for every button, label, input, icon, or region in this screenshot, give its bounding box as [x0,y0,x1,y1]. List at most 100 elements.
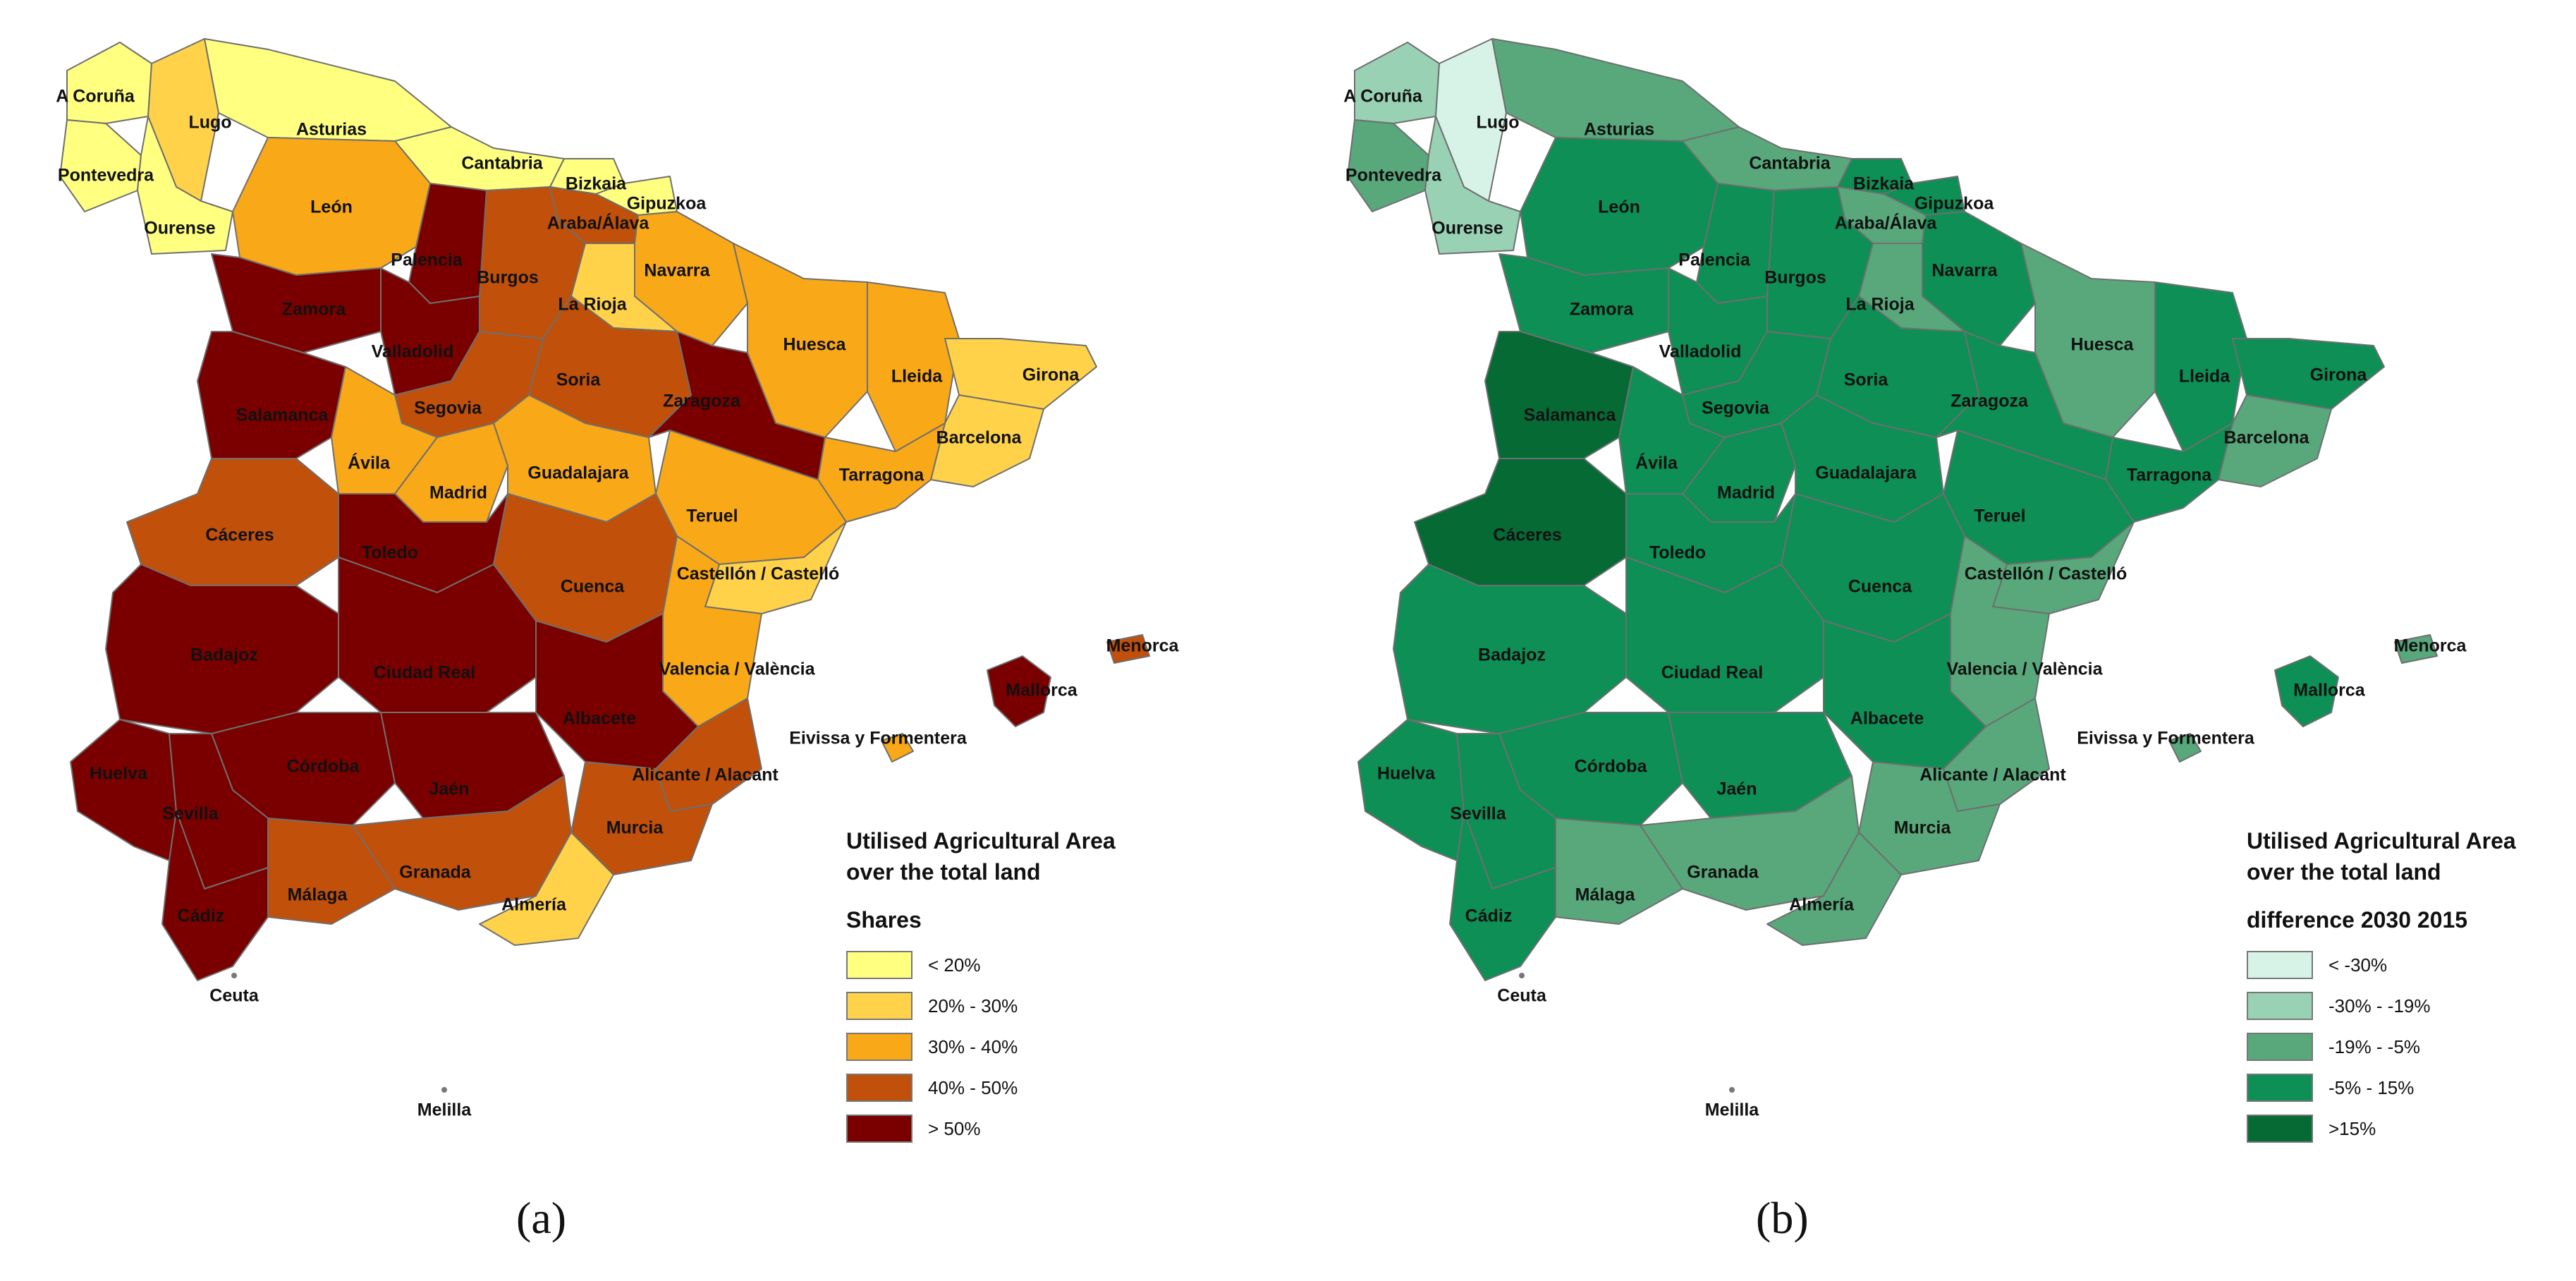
province-label: Girona [2310,365,2368,385]
legend-item: < -30% [2247,945,2516,985]
province-label: Málaga [288,885,348,905]
province-label: Melilla [1705,1100,1760,1120]
legend-item: -5% - 15% [2247,1067,2516,1108]
province-label: Tarragona [839,466,924,485]
legend-b: Utilised Agricultural Area over the tota… [2247,825,2516,1149]
province-label: Cádiz [1465,906,1513,926]
province-label: Valladolid [1659,342,1742,362]
province-label: Ávila [1635,453,1678,473]
province-label: Cantabria [461,154,543,174]
legend-item: -30% - -19% [2247,985,2516,1026]
province-label: Segovia [1702,399,1770,418]
legend-swatch [846,992,912,1020]
province-label: Murcia [606,818,664,838]
province-label: Salamanca [236,406,329,425]
territory-marker [1729,1087,1735,1093]
legend-title-line1: Utilised Agricultural Area [846,828,1116,854]
province-label: Albacete [563,709,636,729]
province-label: Araba/Álava [1835,213,1938,233]
province-c-ceres [126,458,339,586]
legend-swatch [846,1115,912,1143]
legend-swatch [2247,992,2313,1020]
province-label: Araba/Álava [547,213,650,233]
legend-subtitle: Shares [846,907,922,933]
province-label: Eivissa y Formentera [789,729,967,748]
province-label: Alicante / Alacant [1919,765,2066,785]
province-label: Menorca [2394,636,2467,656]
province-label: Salamanca [1524,406,1617,425]
province-label: Toledo [362,543,418,563]
province-label: Huelva [1377,764,1436,784]
province-label: Gipuzkoa [627,194,707,214]
province-label: Jaén [1717,779,1757,799]
province-label: Lugo [1476,113,1519,133]
province-label: Lleida [891,367,943,387]
province-eivissa-y-formentera [2168,733,2202,763]
province-label: Zaragoza [663,391,741,411]
province-label: Málaga [1575,885,1636,905]
province-menorca [2394,634,2438,664]
province-label: Palencia [391,250,463,270]
legend-item: >15% [2247,1108,2516,1149]
province-label: Madrid [429,483,487,503]
province-label: Almería [501,895,567,915]
territory-marker [441,1087,447,1093]
province-almer-a [1766,832,1902,946]
province-label: Navarra [1931,261,1998,281]
province-label: Cáceres [1493,526,1561,545]
legend-label: -30% - -19% [2328,995,2431,1016]
province-label: Guadalajara [1815,463,1917,483]
province-label: Barcelona [936,428,1023,448]
province-label: Sevilla [162,804,219,824]
province-salamanca [197,331,346,459]
panel-caption-a: (a) [516,1193,567,1243]
province-label: Teruel [686,506,738,526]
province-label: Madrid [1717,483,1775,503]
province-label: Bizkaia [1853,174,1915,194]
choropleth-map-b: A Coruña Lugo Asturias Pontevedra Ourense Can… [1343,38,2467,1120]
province-huelva [70,719,177,861]
province-label: Huesca [2071,335,2135,355]
province-label: Mallorca [2293,681,2366,700]
province-c-ceres [1414,458,1627,586]
province-label: Alicante / Alacant [632,765,779,785]
province-label: Menorca [1106,636,1180,656]
province-label: Sevilla [1450,804,1506,824]
legend-label: >15% [2328,1117,2376,1139]
province-a-coru-a [66,42,152,124]
legend-item: > 50% [846,1108,1116,1149]
province-label: Segovia [414,399,482,418]
province-label: Córdoba [1575,757,1648,777]
legend-subtitle: difference 2030 2015 [2247,907,2468,933]
legend-label: -5% - 15% [2328,1076,2415,1098]
legend-swatch [2247,1033,2313,1061]
province-almer-a [479,832,614,946]
province-label: Cantabria [1749,154,1831,174]
province-label: Huesca [783,335,847,355]
province-label: Badajoz [1478,645,1546,665]
legend-label: < -30% [2328,954,2388,976]
province-c-diz [1449,811,1556,981]
legend-item: 20% - 30% [846,985,1116,1026]
province-tarragona [817,423,946,523]
province-label: Jaén [429,779,470,799]
province-label: Cáceres [205,526,274,545]
province-label: Cuenca [1848,577,1912,597]
map-panel-a: A Coruña Lugo Asturias Pontevedra Ourense Can… [56,38,1180,1243]
legend-label: < 20% [928,954,981,976]
province-label: Soria [1844,370,1889,390]
province-label: Ávila [348,453,391,473]
province-label: Ceuta [209,986,260,1006]
province-tarragona [2105,423,2233,523]
province-label: Badajoz [190,645,258,665]
province-ciudad-real [1625,557,1824,713]
province-label: Ceuta [1497,986,1547,1006]
province-label: Guadalajara [527,463,629,483]
territory-marker [1519,973,1525,978]
province-a-coru-a [1354,42,1440,124]
province-label: Castellón / Castelló [677,564,840,584]
province-label: Granada [1687,863,1759,882]
province-label: Castellón / Castelló [1965,564,2128,584]
province-label: Zamora [282,300,346,320]
legend-item: -19% - -5% [2247,1026,2516,1067]
